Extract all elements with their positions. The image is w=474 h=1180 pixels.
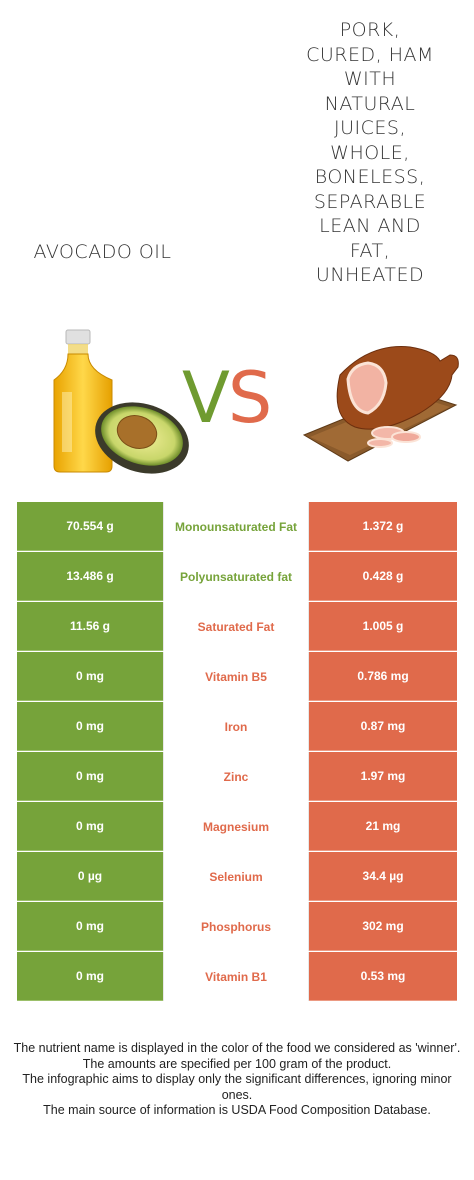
right-value: 34.4 µg [309, 852, 457, 901]
left-value: 0 mg [17, 902, 163, 951]
left-value: 0 mg [17, 702, 163, 751]
vs-label: VS [182, 357, 272, 439]
right-value: 1.372 g [309, 502, 457, 551]
left-food-title: Avocado oil [33, 241, 172, 263]
left-value: 11.56 g [17, 602, 163, 651]
nutrient-name: Polyunsaturated fat [163, 552, 309, 601]
left-value: 70.554 g [17, 502, 163, 551]
right-food-title: Pork, cured, ham with natural juices, wh… [306, 19, 434, 286]
vs-s: S [227, 357, 272, 439]
footer-line-3: The infographic aims to display only the… [22, 1072, 452, 1102]
left-value: 0 mg [17, 802, 163, 851]
right-value: 0.53 mg [309, 952, 457, 1001]
right-value: 21 mg [309, 802, 457, 851]
footer-line-4: The main source of information is USDA F… [43, 1103, 431, 1117]
table-row: 0 mg Zinc 1.97 mg [17, 752, 457, 802]
nutrient-table: 70.554 g Monounsaturated Fat 1.372 g 13.486… [17, 502, 457, 1001]
table-row: 13.486 g Polyunsaturated fat 0.428 g [17, 552, 457, 602]
left-value: 0 mg [17, 952, 163, 1001]
left-value: 0 mg [17, 752, 163, 801]
nutrient-name: Vitamin B5 [163, 652, 309, 701]
nutrient-name: Phosphorus [163, 902, 309, 951]
footer-notes: The nutrient name is displayed in the co… [12, 1041, 462, 1119]
nutrient-name: Saturated Fat [163, 602, 309, 651]
right-value: 0.428 g [309, 552, 457, 601]
footer-line-2: The amounts are specified per 100 gram o… [82, 1056, 392, 1071]
avocado-oil-image [53, 329, 189, 474]
nutrient-name: Magnesium [163, 802, 309, 851]
left-value: 0 mg [17, 652, 163, 701]
table-row: 0 mg Phosphorus 302 mg [17, 902, 457, 952]
table-row: 70.554 g Monounsaturated Fat 1.372 g [17, 502, 457, 552]
right-value: 302 mg [309, 902, 457, 951]
ham-image [302, 346, 459, 462]
nutrient-name: Zinc [163, 752, 309, 801]
table-row: 11.56 g Saturated Fat 1.005 g [17, 602, 457, 652]
nutrient-name: Vitamin B1 [163, 952, 309, 1001]
table-row: 0 mg Iron 0.87 mg [17, 702, 457, 752]
nutrient-name: Iron [163, 702, 309, 751]
table-row: 0 µg Selenium 34.4 µg [17, 852, 457, 902]
table-row: 0 mg Vitamin B1 0.53 mg [17, 952, 457, 1001]
left-value: 13.486 g [17, 552, 163, 601]
right-value: 1.97 mg [309, 752, 457, 801]
table-row: 0 mg Magnesium 21 mg [17, 802, 457, 852]
table-row: 0 mg Vitamin B5 0.786 mg [17, 652, 457, 702]
right-value: 0.786 mg [309, 652, 457, 701]
right-value: 0.87 mg [309, 702, 457, 751]
nutrient-name: Selenium [163, 852, 309, 901]
vs-v: V [182, 357, 230, 439]
left-value: 0 µg [17, 852, 163, 901]
right-value: 1.005 g [309, 602, 457, 651]
nutrient-name: Monounsaturated Fat [163, 502, 309, 551]
footer-line-1: The nutrient name is displayed in the co… [13, 1041, 461, 1055]
